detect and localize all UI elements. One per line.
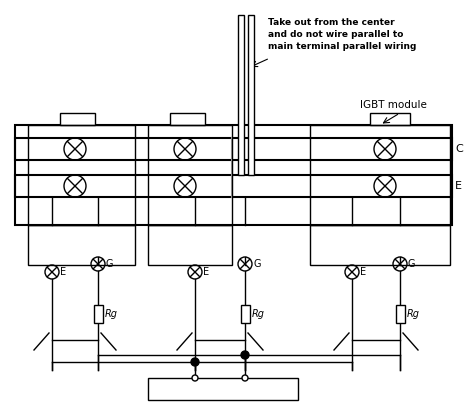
Bar [94, 305, 103, 323]
Bar [15, 138, 452, 160]
Bar [148, 125, 232, 225]
Bar [240, 305, 249, 323]
Bar [15, 175, 452, 197]
Bar [15, 125, 452, 225]
Bar [148, 378, 298, 400]
Text: Rg: Rg [406, 309, 419, 319]
Circle shape [241, 351, 249, 359]
Bar [248, 15, 254, 175]
Text: C: C [455, 144, 463, 154]
Text: IGBT module: IGBT module [360, 100, 427, 110]
Text: E: E [455, 181, 462, 191]
Circle shape [242, 375, 248, 381]
Circle shape [191, 358, 199, 366]
Text: Rg: Rg [104, 309, 117, 319]
Text: E: E [60, 267, 66, 277]
Text: G: G [106, 259, 114, 269]
Bar [238, 15, 244, 175]
Bar [28, 225, 135, 265]
Text: E: E [360, 267, 366, 277]
Text: Rg: Rg [252, 309, 265, 319]
Bar [60, 113, 95, 125]
Bar [28, 125, 135, 225]
Text: G: G [408, 259, 416, 269]
Bar [396, 305, 404, 323]
Bar [310, 125, 450, 225]
Bar [310, 225, 450, 265]
Text: E: E [203, 267, 209, 277]
Text: G: G [253, 259, 260, 269]
Bar [148, 225, 232, 265]
Circle shape [192, 375, 198, 381]
Bar [170, 113, 205, 125]
Bar [370, 113, 410, 125]
Text: Take out from the center
and do not wire parallel to
main terminal parallel wiri: Take out from the center and do not wire… [268, 18, 417, 51]
Text: Wind tightly together: Wind tightly together [174, 384, 272, 393]
